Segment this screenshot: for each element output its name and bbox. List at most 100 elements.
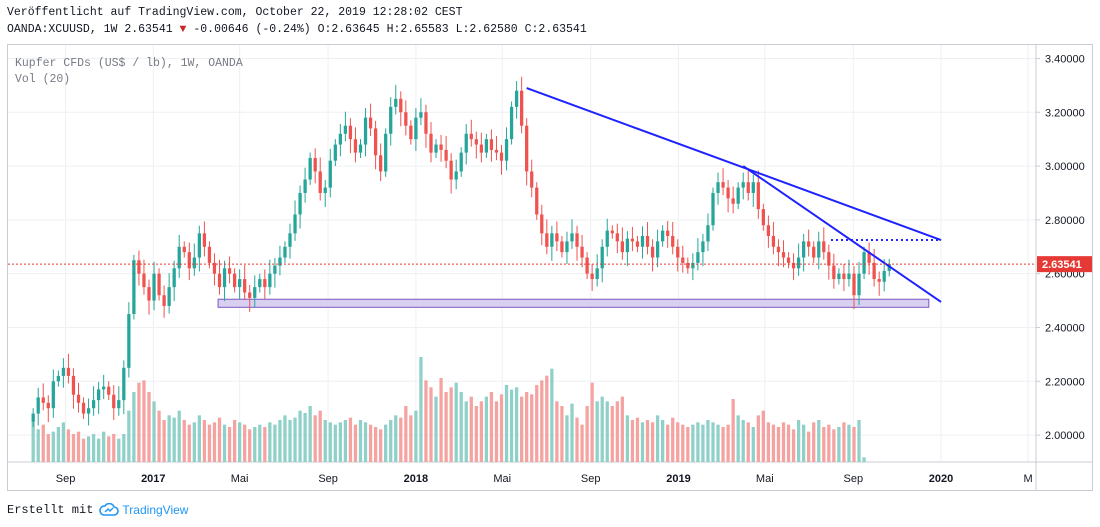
- candle-body: [565, 241, 569, 253]
- volume-bar: [600, 396, 604, 462]
- candle-body: [887, 264, 891, 271]
- volume-bar: [162, 420, 166, 462]
- candle-body: [686, 262, 690, 269]
- volume-bar: [353, 424, 358, 462]
- candle-body: [112, 394, 116, 409]
- candle-body: [222, 268, 227, 288]
- candle-body: [605, 230, 609, 247]
- volume-bar: [379, 429, 383, 462]
- candle-body: [202, 233, 207, 247]
- candle-body: [409, 125, 413, 140]
- volume-bar: [333, 424, 337, 462]
- candle-body: [308, 157, 312, 180]
- volume-bar: [852, 427, 856, 462]
- volume-bar: [56, 427, 60, 462]
- volume-bar: [645, 420, 650, 462]
- candle-body: [771, 236, 776, 247]
- volume-bar: [595, 401, 599, 462]
- candle-body: [394, 98, 398, 107]
- candle-body: [162, 295, 166, 306]
- volume-bar: [786, 424, 791, 462]
- volume-bar: [807, 431, 811, 462]
- volume-bar: [661, 420, 665, 462]
- candle-body: [630, 238, 635, 242]
- candle-body: [726, 187, 730, 199]
- tradingview-logo[interactable]: TradingView: [99, 503, 188, 517]
- volume-bar: [736, 415, 740, 462]
- volume-bar: [837, 427, 841, 462]
- candle-body: [56, 375, 60, 382]
- y-tick-label: 2.80000: [1045, 215, 1085, 227]
- volume-bar: [439, 378, 443, 462]
- candle-body: [620, 241, 624, 253]
- candle-body: [298, 192, 302, 215]
- volume-bar: [479, 401, 483, 462]
- candle-body: [595, 268, 599, 280]
- candle-body: [238, 279, 242, 288]
- volume-bar: [766, 422, 771, 462]
- volume-bar: [625, 415, 630, 462]
- volume-bar: [137, 382, 141, 462]
- volume-bar: [520, 396, 524, 462]
- candle-body: [484, 139, 489, 153]
- candle-body: [676, 246, 680, 258]
- x-tick-label: 2018: [404, 473, 428, 485]
- candle-body: [776, 246, 781, 253]
- published-line: Veröffentlicht auf TradingView.com, Octo…: [7, 6, 463, 19]
- candle-body: [756, 182, 760, 210]
- volume-bar: [167, 415, 171, 462]
- volume-bar: [31, 420, 35, 462]
- volume-bar: [842, 422, 846, 462]
- candle-body: [157, 273, 161, 296]
- volume-bar: [827, 424, 831, 462]
- candle-body: [363, 117, 368, 145]
- volume-bar: [127, 410, 131, 462]
- volume-bar: [419, 357, 423, 462]
- volume-bar: [414, 410, 418, 462]
- candle-body: [51, 381, 55, 409]
- volume-bar: [147, 392, 151, 462]
- candle-body: [86, 408, 91, 414]
- candle-body: [318, 171, 322, 193]
- volume-bar: [338, 422, 342, 462]
- candle-body: [796, 257, 801, 269]
- candle-body: [444, 149, 448, 161]
- volume-bar: [565, 415, 569, 462]
- candle-body: [655, 241, 660, 258]
- x-tick-label: Mai: [231, 473, 249, 485]
- volume-bar: [81, 438, 86, 462]
- candle-body: [142, 273, 146, 288]
- volume-bar: [192, 422, 196, 462]
- volume-bar: [751, 427, 755, 462]
- volume-bar: [464, 401, 468, 462]
- candle-body: [827, 252, 831, 266]
- volume-bar: [132, 392, 136, 462]
- volume-bar: [429, 387, 433, 462]
- volume-bar: [212, 422, 217, 462]
- volume-bar: [152, 401, 156, 462]
- volume-bar: [384, 424, 388, 462]
- volume-bar: [650, 422, 655, 462]
- candle-body: [368, 117, 373, 129]
- volume-bar: [525, 392, 529, 462]
- volume-bar: [293, 417, 297, 462]
- candle-body: [187, 252, 191, 269]
- candle-body: [812, 246, 816, 258]
- footer: Erstellt mit TradingView: [7, 503, 188, 517]
- candle-body: [353, 139, 358, 153]
- candle-body: [635, 241, 640, 247]
- volume-bar: [822, 427, 826, 462]
- y-tick-label: 3.00000: [1045, 161, 1085, 173]
- x-tick-label: Sep: [843, 473, 863, 485]
- volume-bar: [41, 424, 45, 462]
- volume-bar: [489, 392, 494, 462]
- y-tick-label: 2.20000: [1045, 376, 1085, 388]
- candle-body: [107, 386, 111, 395]
- volume-bar: [238, 422, 242, 462]
- volume-bar: [514, 387, 519, 462]
- volume-bar: [157, 410, 161, 462]
- x-tick-label: 2020: [929, 473, 953, 485]
- volume-bar: [217, 417, 222, 462]
- volume-bar: [36, 429, 40, 462]
